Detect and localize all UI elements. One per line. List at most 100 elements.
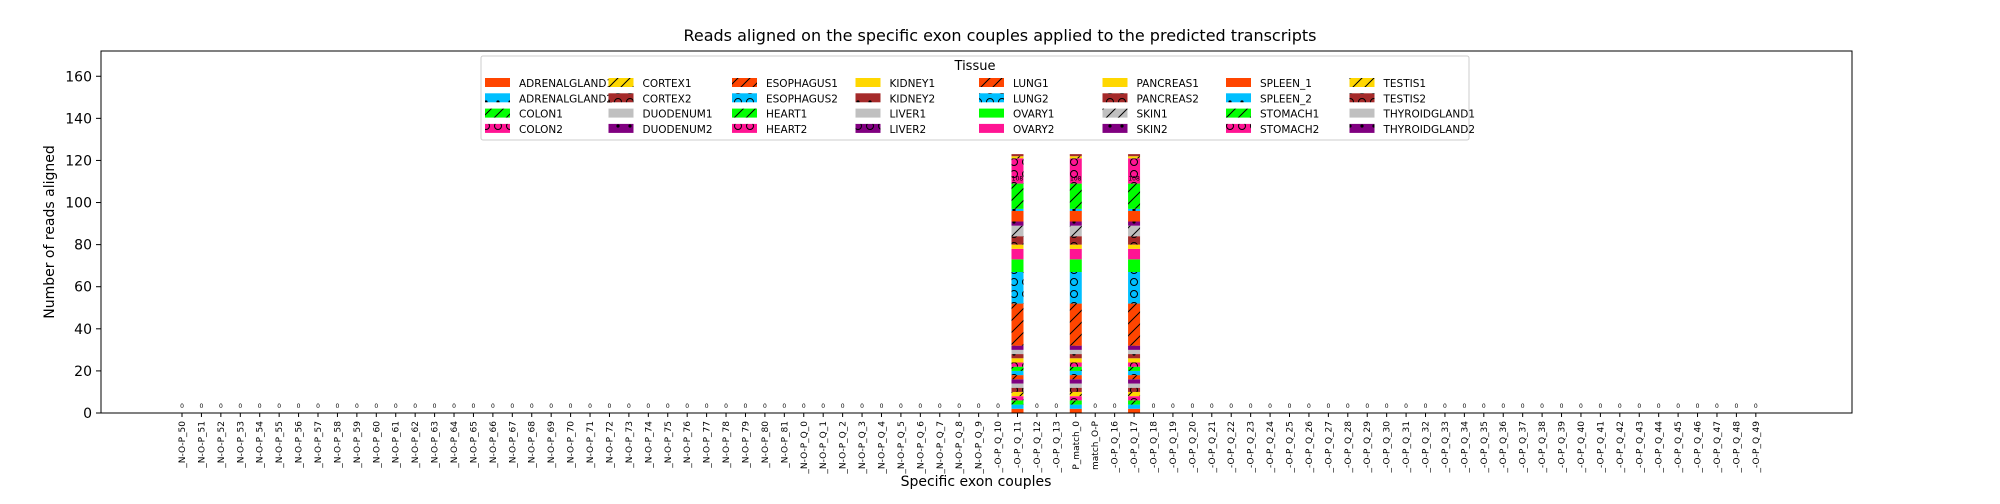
legend-entry-label: DUODENUM1 xyxy=(643,109,713,121)
x-tick-label: _N-O-P_55 xyxy=(275,421,285,469)
x-tick-label: _-O-P_Q_32 xyxy=(1422,421,1432,474)
bar-value-label: 0 xyxy=(899,403,903,410)
x-tick-label: _-O-P_Q_42 xyxy=(1616,421,1626,474)
x-tick-label: _N-O-P_76 xyxy=(683,421,693,469)
bar-value-label: 0 xyxy=(433,403,437,410)
x-tick-label: _N-O-P_Q_7 xyxy=(936,421,946,475)
bar-value-label: 0 xyxy=(782,403,786,410)
bar-segment xyxy=(1069,244,1082,249)
bar-value-label: 0 xyxy=(277,403,281,410)
x-tick-label: _-O-P_Q_37 xyxy=(1519,421,1529,474)
bar-value-label: 0 xyxy=(1618,403,1622,410)
bar-value-label: 0 xyxy=(1171,403,1175,410)
bar-segment xyxy=(1069,236,1082,245)
bar-segment xyxy=(1069,408,1082,413)
bar-segment xyxy=(1069,208,1082,211)
legend-swatch xyxy=(1226,123,1251,133)
x-tick-label: _N-O-P_73 xyxy=(625,421,635,469)
bar-value-label: 0 xyxy=(1210,403,1214,410)
bar-value-label: 0 xyxy=(1501,403,1505,410)
x-tick-label: _-O-P_Q_17 xyxy=(1130,421,1140,474)
bar-value-label: 0 xyxy=(452,403,456,410)
x-tick-label: _N-O-P_56 xyxy=(295,421,305,469)
legend-swatch xyxy=(732,93,757,103)
y-axis-label: Number of reads aligned xyxy=(42,145,58,319)
bar-value-label: 0 xyxy=(219,403,223,410)
x-tick-label: _-O-P_Q_25 xyxy=(1286,421,1296,474)
bar-segment xyxy=(1011,349,1024,355)
x-tick-label: _N-O-P_51 xyxy=(197,421,207,469)
bar-segment xyxy=(1069,349,1082,355)
legend-entry-label: LUNG1 xyxy=(1013,78,1049,90)
x-tick-label: _N-O-P_53 xyxy=(236,421,246,469)
x-tick-label: _-O-P_Q_12 xyxy=(1033,421,1043,474)
x-tick-label: _N-O-P_59 xyxy=(353,421,363,469)
bar-value-label: 0 xyxy=(200,403,204,410)
x-tick-label: _N-O-P_Q_6 xyxy=(916,421,926,475)
legend-entry-label: SKIN2 xyxy=(1137,124,1168,136)
legend-swatch xyxy=(485,78,510,87)
legend-swatch xyxy=(1349,78,1375,87)
bar-segment xyxy=(1011,271,1024,304)
x-tick-label: _-O-P_Q_45 xyxy=(1674,421,1684,474)
bar-segment xyxy=(1069,370,1082,376)
x-tick-label: _N-O-P_Q_4 xyxy=(877,421,887,475)
x-tick-label: _N-O-P_69 xyxy=(547,421,557,469)
x-tick-label: _N-O-P_66 xyxy=(489,421,499,469)
bar-segment xyxy=(1128,408,1141,413)
bar-value-label: 0 xyxy=(1715,403,1719,410)
bar-value-label: 0 xyxy=(1113,403,1117,410)
bar-segment xyxy=(1069,400,1082,405)
bar-segment xyxy=(1011,156,1024,159)
bar-segment xyxy=(1011,221,1024,226)
x-tick-label: _-O-P_Q_46 xyxy=(1694,421,1704,474)
bar-value-label: 0 xyxy=(569,403,573,410)
x-tick-label: _N-O-P_80 xyxy=(761,421,771,469)
bar-segment xyxy=(1069,396,1082,401)
legend-box xyxy=(480,55,1470,141)
bar-value-label: 0 xyxy=(1152,403,1156,410)
x-tick-label: _-O-P_Q_18 xyxy=(1150,421,1160,474)
bar-value-label: 0 xyxy=(336,403,340,410)
legend-swatch xyxy=(979,93,1004,103)
x-tick-label: _N-O-P_81 xyxy=(780,421,790,469)
bar-segment xyxy=(1128,391,1141,397)
legend-swatch xyxy=(1226,93,1251,103)
bar-segment xyxy=(1069,158,1082,184)
legend-entry-label: ADRENALGLAND1 xyxy=(519,78,613,90)
legend-swatch xyxy=(732,108,757,118)
bar-value-label: 0 xyxy=(180,403,184,410)
bar-segment xyxy=(1011,400,1024,405)
x-tick-label: _N-O-P_68 xyxy=(528,421,538,469)
bar-segment xyxy=(1011,236,1024,245)
bar-value-label: 0 xyxy=(744,403,748,410)
bar-value-label: 0 xyxy=(860,403,864,410)
x-tick-label: _N-O-P_74 xyxy=(644,421,654,469)
bar-segment xyxy=(1128,362,1141,367)
bar-value-label: 0 xyxy=(1579,403,1583,410)
bar-segment xyxy=(1128,303,1141,346)
bar-segment xyxy=(1069,379,1082,384)
legend-entry-label: TESTIS1 xyxy=(1383,78,1427,90)
x-tick-label: _N-O-P_71 xyxy=(586,421,596,469)
y-tick-label: 0 xyxy=(83,406,92,422)
x-tick-label: _N-O-P_57 xyxy=(314,421,324,469)
bar-value-label: 0 xyxy=(1190,403,1194,410)
x-tick-label: _N-O-P_70 xyxy=(567,421,577,469)
legend-entry-label: OVARY1 xyxy=(1013,109,1055,121)
bar-segment xyxy=(1128,271,1141,304)
legend-entry-label: HEART2 xyxy=(766,124,807,136)
bar-value-label: 0 xyxy=(705,403,709,410)
bar-segment xyxy=(1069,271,1082,304)
bar-segment xyxy=(1128,158,1141,184)
legend-swatch xyxy=(979,108,1004,118)
legend-entry-label: PANCREAS1 xyxy=(1137,78,1200,90)
y-tick-label: 120 xyxy=(65,153,92,169)
bar-value-label: 0 xyxy=(724,403,728,410)
legend-entry-label: THYROIDGLAND2 xyxy=(1383,124,1476,136)
legend-entry-label: CORTEX2 xyxy=(643,93,692,105)
legend-swatch xyxy=(608,78,634,87)
bar-segment xyxy=(1128,210,1141,222)
legend-entry-label: PANCREAS2 xyxy=(1137,93,1200,105)
